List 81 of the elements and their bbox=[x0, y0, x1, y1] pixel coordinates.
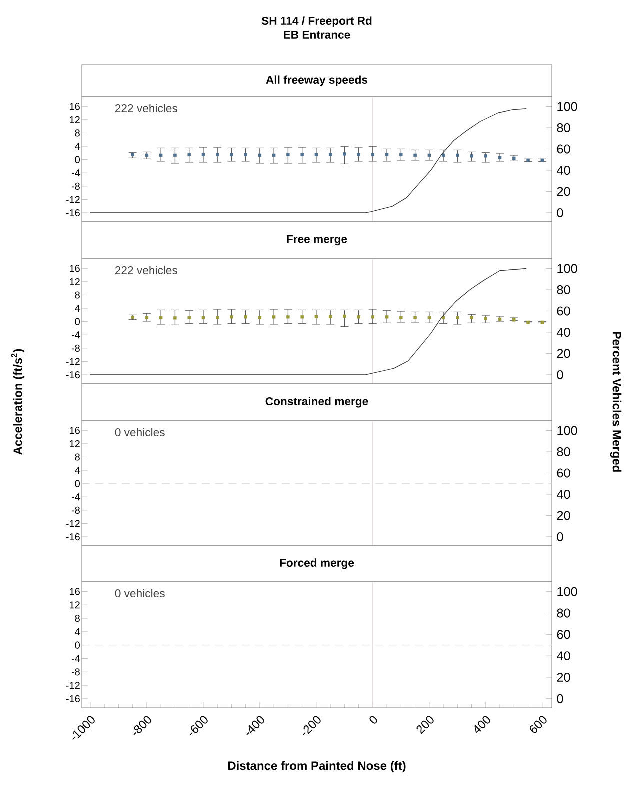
y-tick-label: -4 bbox=[72, 170, 80, 177]
y-tick-label: -12 bbox=[66, 358, 80, 366]
y2-tick-label: 20 bbox=[557, 187, 570, 196]
y2-tick-label: 0 bbox=[557, 532, 564, 542]
y-tick-label: 4 bbox=[75, 467, 80, 474]
y2-tick-label: 80 bbox=[557, 124, 570, 132]
y-tick-label: -16 bbox=[66, 209, 80, 217]
y2-axis-title: Percent Vehicles Merged bbox=[610, 332, 622, 472]
y-tick-label: 16 bbox=[70, 103, 80, 110]
y2-tick-label: 80 bbox=[557, 608, 570, 618]
y-tick-label: -8 bbox=[72, 668, 80, 676]
y2-tick-label: 100 bbox=[558, 426, 578, 436]
y-tick-label: 16 bbox=[70, 427, 80, 434]
y-tick-label: -12 bbox=[66, 682, 80, 690]
y2-tick-label: 0 bbox=[557, 694, 564, 704]
x-tick-label: 600 bbox=[530, 716, 547, 734]
y2-tick-label: 40 bbox=[557, 328, 570, 337]
y-tick-label: -16 bbox=[66, 371, 80, 379]
chart-title: All freeway speeds bbox=[266, 76, 368, 86]
y-tick-label: -8 bbox=[72, 344, 80, 352]
text: EB Entrance bbox=[284, 31, 350, 39]
x-tick-label: 0 bbox=[370, 716, 378, 724]
y-tick-label: -4 bbox=[72, 332, 80, 339]
y-tick-label: 0 bbox=[75, 156, 80, 164]
y2-tick-label: 20 bbox=[557, 511, 570, 520]
y2-tick-label: 100 bbox=[558, 264, 578, 274]
y-tick-label: -8 bbox=[72, 182, 80, 190]
annotation: 222 vehicles bbox=[115, 104, 178, 113]
y2-tick-label: 0 bbox=[557, 370, 564, 380]
y-tick-label: 16 bbox=[70, 265, 80, 272]
y2-tick-label: 100 bbox=[558, 587, 578, 596]
y-axis-title: Acceleration (ft/s$^{2}$) bbox=[11, 349, 25, 455]
chart-title: Forced merge bbox=[280, 558, 354, 570]
y2-tick-label: 60 bbox=[557, 144, 570, 154]
x-tick-label: -200 bbox=[303, 716, 321, 736]
y-tick-label: 4 bbox=[75, 305, 80, 312]
annotation: 222 vehicles bbox=[115, 266, 178, 275]
y2-tick-label: 20 bbox=[557, 349, 570, 358]
y-tick-label: 8 bbox=[75, 454, 80, 461]
y2-tick-label: 0 bbox=[557, 208, 564, 218]
y-tick-label: -8 bbox=[72, 506, 80, 514]
annotation: 0 vehicles bbox=[115, 589, 165, 598]
y2-tick-label: 40 bbox=[557, 166, 570, 175]
x-tick-label: 200 bbox=[416, 716, 434, 734]
y-tick-label: 8 bbox=[75, 292, 80, 299]
annotation: 0 vehicles bbox=[115, 428, 165, 437]
y-tick-label: 0 bbox=[75, 480, 80, 488]
y-tick-label: 0 bbox=[75, 318, 80, 326]
y-tick-label: -12 bbox=[66, 196, 80, 204]
x-axis-title: Distance from Painted Nose (ft) bbox=[228, 761, 406, 773]
y-tick-label: 4 bbox=[75, 628, 80, 636]
y-tick-label: -16 bbox=[66, 533, 80, 541]
y-tick-label: 16 bbox=[70, 588, 80, 596]
y2-tick-label: 80 bbox=[557, 286, 570, 294]
y2-tick-label: 40 bbox=[557, 490, 570, 499]
y-tick-label: 12 bbox=[70, 278, 80, 286]
y-tick-label: -16 bbox=[66, 695, 80, 702]
y-tick-label: 4 bbox=[75, 143, 80, 150]
y-tick-label: 12 bbox=[70, 602, 80, 609]
y2-tick-label: 60 bbox=[557, 306, 570, 316]
y2-tick-label: 20 bbox=[557, 673, 570, 682]
y-tick-label: 12 bbox=[70, 116, 80, 124]
y-tick-label: 8 bbox=[75, 130, 80, 137]
y2-tick-label: 60 bbox=[557, 468, 570, 478]
x-tick-label: -400 bbox=[246, 716, 264, 736]
chart-title: Constrained merge bbox=[266, 397, 368, 408]
y-tick-label: -4 bbox=[72, 494, 80, 501]
x-tick-label: -600 bbox=[190, 716, 208, 736]
y-tick-label: 12 bbox=[70, 440, 80, 448]
y2-tick-label: 100 bbox=[558, 102, 578, 112]
y2-tick-label: 40 bbox=[557, 652, 570, 661]
text: SH 114 / Freeport Rd bbox=[262, 16, 372, 28]
chart-title: Free merge bbox=[287, 235, 348, 246]
y-tick-label: -12 bbox=[66, 520, 80, 528]
x-tick-label: -800 bbox=[134, 716, 152, 736]
y-tick-label: 8 bbox=[75, 614, 80, 622]
y2-tick-label: 80 bbox=[557, 448, 570, 456]
y2-tick-label: 60 bbox=[557, 630, 570, 640]
y-tick-label: 0 bbox=[75, 642, 80, 649]
y-tick-label: -4 bbox=[72, 655, 80, 662]
x-tick-label: 400 bbox=[474, 716, 490, 734]
